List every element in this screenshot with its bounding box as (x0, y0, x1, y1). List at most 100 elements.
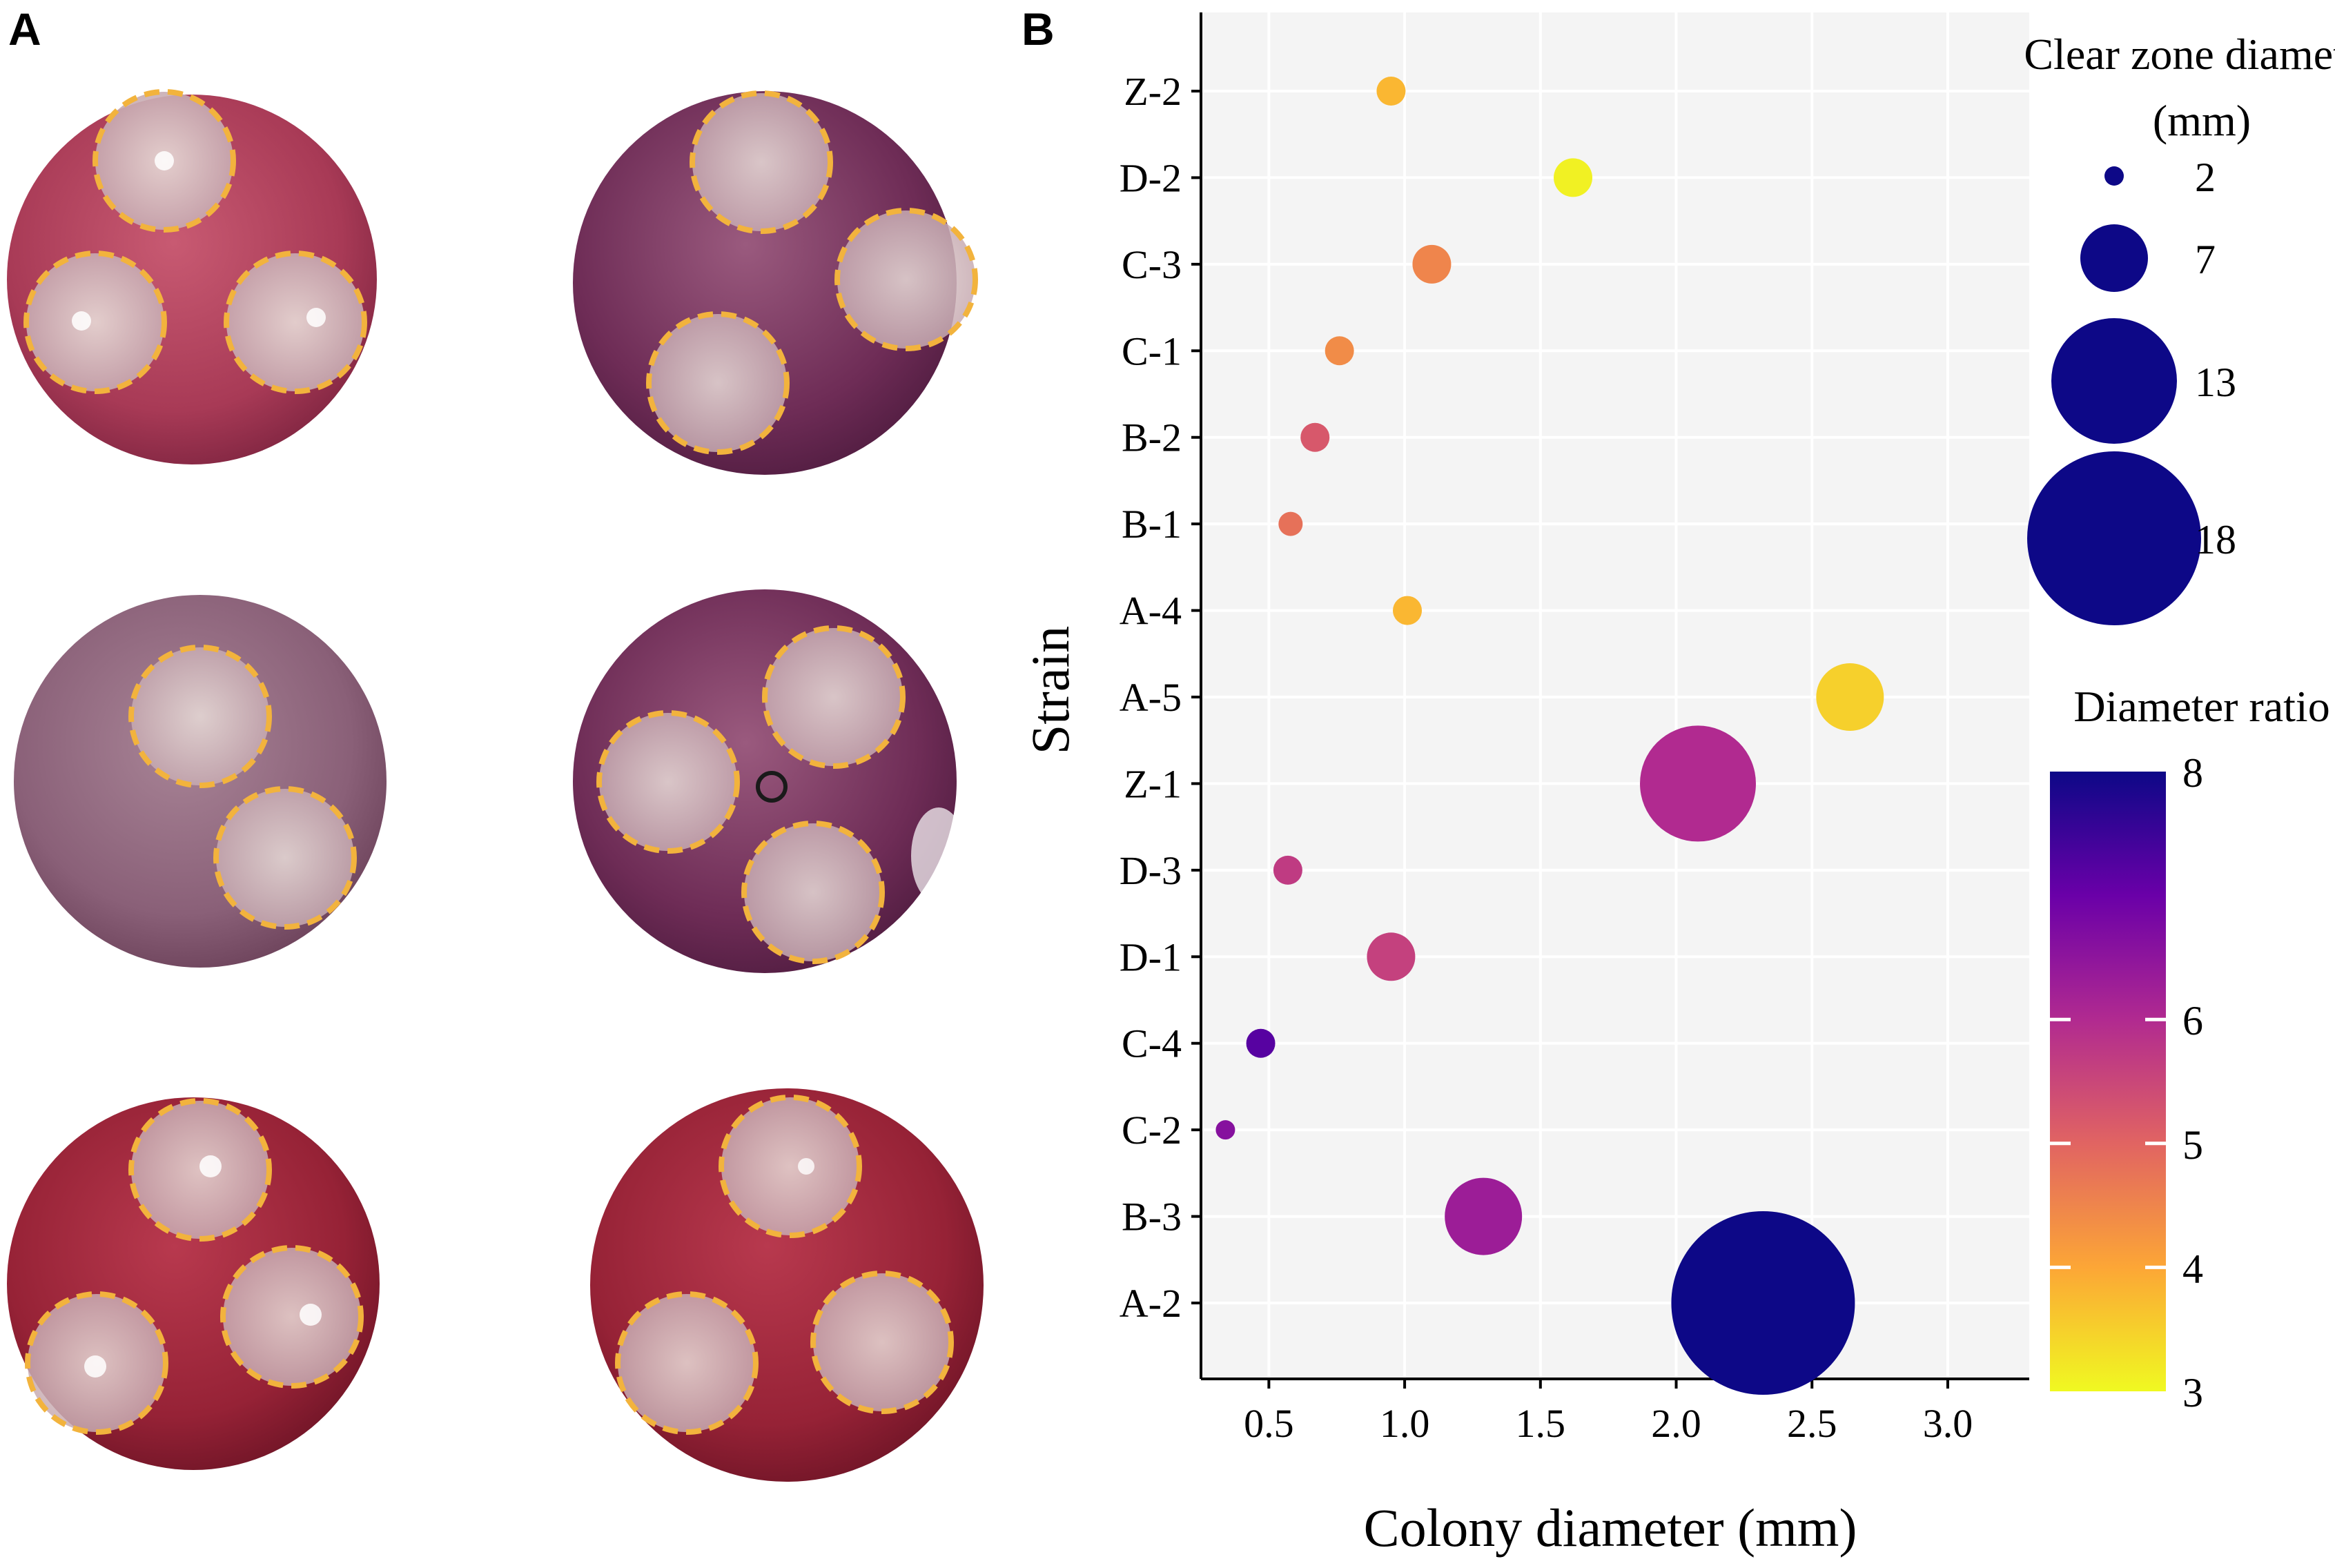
plate-4-marker (756, 771, 788, 803)
size-legend-title-line1: Clear zone diameter (2024, 30, 2335, 79)
y-tick-label: C-2 (1122, 1108, 1182, 1153)
y-ticks: A-2 B-3 C-2 C-4 D-1 D-3 Z-1 A-5 A-4 B-1 B-2 C-1 C-3 D… (1120, 69, 1201, 1326)
y-tick-label: C-1 (1122, 329, 1182, 373)
plate-2-zone-3-outline (646, 311, 790, 455)
size-legend-circle-13 (2051, 318, 2177, 444)
x-ticks: 0.5 1.0 1.5 2.0 2.5 3.0 (1244, 1379, 1973, 1446)
color-legend-label-5: 5 (2182, 1122, 2203, 1168)
plate-6-zone-2-outline (615, 1291, 759, 1435)
point-a-5 (1816, 663, 1884, 731)
plate-3 (14, 595, 387, 968)
y-tick-label: D-2 (1120, 155, 1182, 200)
axes (1200, 12, 2029, 1380)
size-legend-label-18: 18 (2195, 517, 2236, 562)
plate-4-glare (911, 807, 966, 904)
point-a-2 (1671, 1211, 1855, 1395)
plate-5-colony-3 (300, 1304, 322, 1326)
color-legend-title: Diameter ratio (2073, 682, 2329, 731)
plate-4-zone-1-outline (762, 625, 906, 769)
y-tick-label: C-3 (1122, 242, 1182, 287)
plate-6-zone-2 (618, 1294, 756, 1432)
plate-3-zone-1-outline (128, 645, 272, 788)
plate-5-colony-1 (199, 1155, 222, 1177)
y-tick-label: D-1 (1120, 934, 1182, 979)
point-z-2 (1376, 77, 1406, 106)
point-c-2 (1215, 1120, 1235, 1140)
color-legend-label-6: 6 (2182, 998, 2203, 1043)
x-tick-label: 0.5 (1244, 1401, 1294, 1446)
plate-3-zone-2 (216, 789, 354, 927)
plate-2-zone-1-outline (690, 90, 833, 234)
plate-5-zone-3 (223, 1248, 361, 1386)
color-legend: Diameter ratio 3 4 5 6 8 (2050, 682, 2330, 1415)
plate-1-colony-2 (72, 311, 91, 331)
point-b-2 (1300, 422, 1330, 452)
plate-5-colony-2 (84, 1355, 106, 1378)
plate-4-zone-1 (765, 628, 903, 766)
x-tick-label: 2.0 (1651, 1401, 1701, 1446)
y-tick-label: A-5 (1120, 675, 1182, 720)
plate-5 (7, 1097, 380, 1470)
point-c-4 (1246, 1028, 1276, 1058)
plate-5-zone-2-outline (25, 1291, 168, 1435)
panel-b-label: B (1022, 3, 1055, 55)
y-tick-label: Z-2 (1124, 69, 1182, 114)
color-legend-label-8: 8 (2182, 750, 2203, 796)
y-tick-label: A-2 (1120, 1281, 1182, 1326)
size-legend-title-line2: (mm) (2153, 96, 2251, 145)
point-z-1 (1640, 725, 1756, 842)
color-legend-bar (2050, 772, 2166, 1391)
y-tick-label: A-4 (1120, 589, 1182, 634)
gridlines (1201, 12, 2029, 1379)
y-tick-label: Z-1 (1124, 761, 1182, 806)
point-d-2 (1554, 158, 1593, 197)
plot-area (1201, 12, 2029, 1379)
size-legend: Clear zone diameter (mm) 2 7 13 18 (2024, 30, 2335, 625)
size-legend-circle-18 (2027, 451, 2201, 625)
point-b-3 (1445, 1177, 1523, 1255)
plate-5-zone-3-outline (220, 1245, 364, 1389)
plate-2 (573, 90, 978, 475)
plate-6-zone-3 (813, 1273, 951, 1411)
plate-6-zone-3-outline (810, 1271, 954, 1414)
plate-6-zone-1 (721, 1097, 859, 1235)
plate-6-zone-1-outline (719, 1095, 862, 1238)
plate-2-zone-3 (649, 314, 787, 452)
plate-2-zone-2-outline (834, 208, 978, 351)
size-legend-label-2: 2 (2195, 155, 2216, 200)
plate-1 (7, 89, 377, 464)
plate-1-zone-3-outline (224, 251, 367, 394)
point-c-1 (1325, 336, 1354, 366)
plate-1-zone-1-outline (92, 89, 236, 233)
point-a-4 (1393, 596, 1423, 625)
x-tick-label: 1.5 (1516, 1401, 1566, 1446)
plate-4-zone-3-outline (741, 821, 885, 964)
plate-2-zone-2 (837, 210, 975, 349)
plate-6-colony-1 (798, 1158, 814, 1175)
plate-4-zone-2-outline (596, 710, 740, 854)
size-legend-label-7: 7 (2195, 237, 2216, 282)
plate-1-zone-3 (226, 253, 364, 391)
plate-1-colony-3 (306, 308, 326, 327)
y-tick-label: C-4 (1122, 1021, 1182, 1066)
plate-3-zone-1 (131, 647, 269, 785)
point-b-1 (1278, 511, 1303, 536)
y-tick-label: B-2 (1122, 415, 1182, 460)
petri-plate-photos (7, 89, 984, 1482)
size-legend-label-13: 13 (2195, 360, 2236, 405)
y-tick-label: B-3 (1122, 1195, 1182, 1239)
point-d-3 (1273, 855, 1302, 885)
y-tick-label: D-3 (1120, 848, 1182, 893)
panel-a-label: A (8, 3, 41, 55)
data-points (1215, 77, 1884, 1395)
plate-4 (573, 589, 966, 973)
plate-1-zone-2 (26, 253, 164, 391)
size-legend-circle-2 (2104, 166, 2124, 186)
color-legend-label-4: 4 (2182, 1246, 2203, 1291)
color-legend-label-3: 3 (2182, 1370, 2203, 1415)
y-tick-label: B-1 (1122, 502, 1182, 547)
x-tick-label: 1.0 (1380, 1401, 1430, 1446)
plate-6 (590, 1088, 984, 1482)
plate-1-colony-1 (155, 151, 174, 170)
plate-4-zone-2 (599, 713, 737, 851)
